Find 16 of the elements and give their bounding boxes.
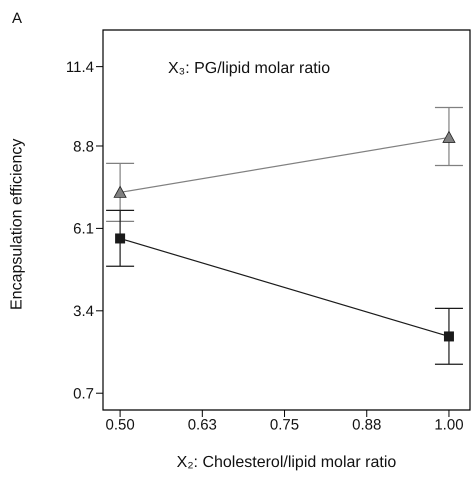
- y-tick-label: 3.4: [73, 303, 94, 320]
- text: A: [12, 10, 22, 27]
- annotation: X₃: PG/lipid molar ratio: [168, 60, 330, 78]
- point: [115, 233, 126, 244]
- x-tick-label: 0.50: [106, 416, 135, 434]
- x-tick-label: 0.75: [270, 416, 300, 434]
- x-axis-title: X₂: Cholesterol/lipid molar ratio: [176, 454, 396, 471]
- point: [444, 331, 454, 342]
- y-axis-title: Encapsulation efficiency: [8, 138, 26, 310]
- y-tick-label: 11.4: [66, 58, 94, 76]
- y-tick-label: 8.8: [73, 138, 94, 156]
- x-tick-label: 0.88: [352, 416, 382, 434]
- y-tick-label: 6.1: [73, 220, 94, 238]
- x-tick-label: 0.63: [188, 416, 217, 434]
- y-tick-label: 0.7: [73, 386, 94, 403]
- x-tick-label: 1.00: [434, 416, 464, 434]
